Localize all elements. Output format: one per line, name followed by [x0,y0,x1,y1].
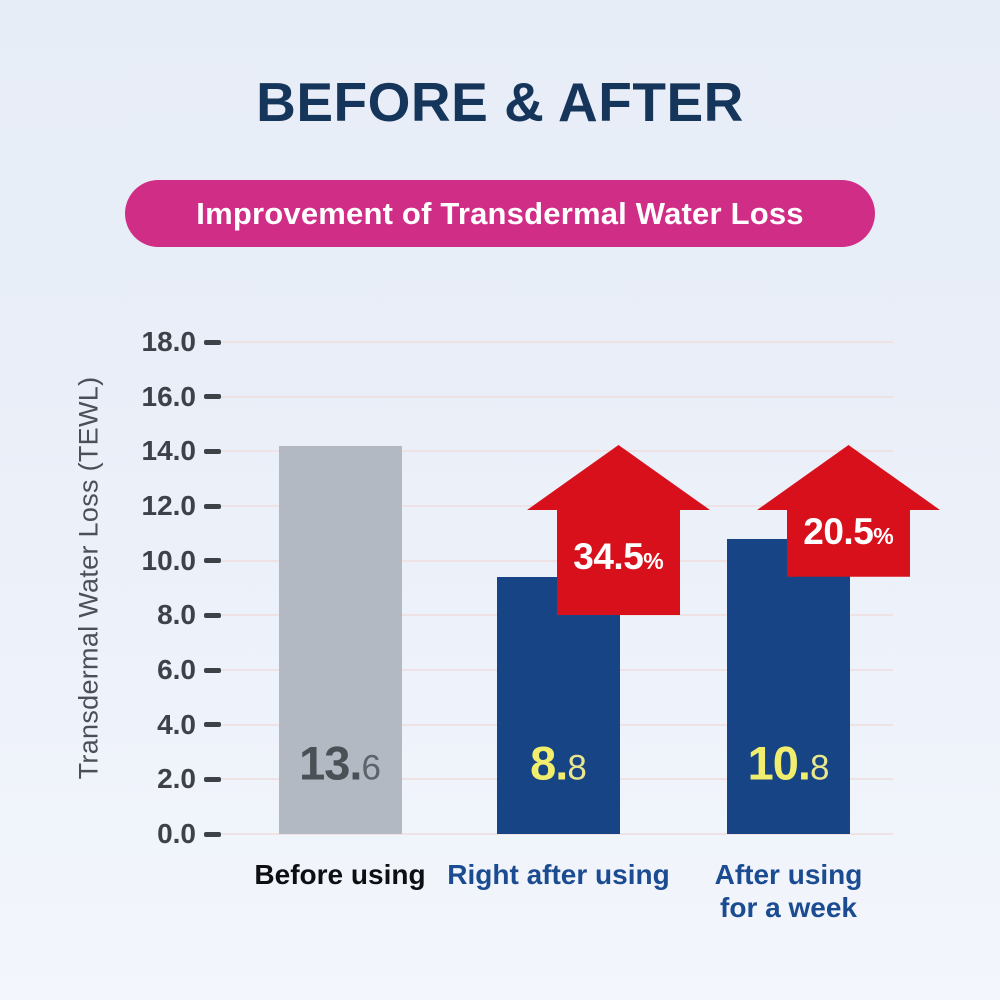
bar-value-label: 8.8 [530,736,587,791]
percent-value: 20.5 [803,510,874,552]
bar-1 [497,577,620,834]
y-tick-label: 14.0 [141,435,197,467]
bar-value-dec: 6 [361,748,381,788]
y-tick-label: 12.0 [141,490,197,521]
up-arrow-icon [527,445,710,616]
percent-sign: % [873,522,894,549]
bar-value-int: 10. [747,736,811,790]
increase-annotation: 34.5% [527,445,710,616]
increase-annotation: 20.5% [757,445,940,577]
y-tick-mark [204,667,221,673]
percent-label: 34.5% [573,536,663,578]
gridline [218,833,893,835]
percent-sign: % [643,548,664,575]
up-arrow-icon [757,445,940,577]
y-tick-label: 2.0 [157,763,196,795]
gridline [218,395,893,398]
y-tick-label: 0.0 [157,818,196,849]
bar-value-int: 8. [530,736,568,790]
y-axis-title: Transdermal Water Loss (TEWL) [73,376,104,780]
y-tick-label: 8.0 [157,599,196,631]
gridline [218,559,893,562]
x-axis-label: After using for a week [714,859,863,923]
y-tick-mark [204,831,221,837]
y-tick-mark [204,448,221,454]
percent-label: 20.5% [803,511,893,553]
bar-value-dec: 8 [809,748,830,788]
banner-label: Improvement of Transdermal Water Loss [196,195,804,231]
y-tick-label: 6.0 [157,654,196,685]
y-tick-label: 10.0 [141,544,197,576]
y-tick-mark [204,394,221,400]
x-axis-label: Right after using [447,859,670,890]
y-tick-label: 16.0 [141,380,197,412]
percent-value: 34.5 [573,536,644,578]
bar-2 [727,538,850,834]
x-axis-label: Before using [254,859,426,890]
y-tick-mark [204,339,221,345]
bar-value-int: 13. [299,736,362,790]
bar-0 [278,445,402,834]
bar-value-label: 13.6 [299,736,381,791]
bar-value-label: 10.8 [748,736,830,791]
page-title: BEFORE & AFTER [256,71,744,133]
banner-pill: Improvement of Transdermal Water Loss [125,180,875,247]
y-tick-label: 4.0 [157,708,196,740]
y-tick-mark [204,558,221,564]
y-tick-mark [204,722,221,728]
y-tick-mark [204,776,221,782]
gridline [218,450,893,453]
y-tick-mark [204,503,221,509]
y-tick-label: 18.0 [141,326,197,357]
gridline [218,341,893,343]
bar-value-dec: 8 [567,748,587,788]
y-tick-mark [204,612,221,618]
